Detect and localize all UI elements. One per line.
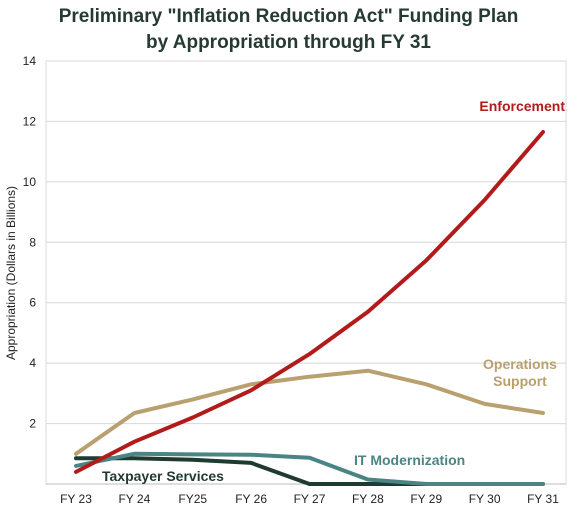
y-tick-label: 10 [23, 175, 37, 189]
series-label-taxpayer-services: Taxpayer Services [102, 468, 224, 484]
series-label-it-modernization: IT Modernization [354, 452, 465, 468]
chart-title: Preliminary "Inflation Reduction Act" Fu… [0, 4, 577, 56]
series-line-operations-support [74, 368, 545, 456]
y-axis-label: Appropriation (Dollars in Billions) [4, 186, 18, 360]
x-tick-label: FY 28 [352, 492, 384, 506]
y-tick-label: 8 [29, 235, 36, 249]
chart-title-line-2: by Appropriation through FY 31 [146, 32, 431, 53]
x-tick-label: FY 23 [60, 492, 92, 506]
series-lines [74, 130, 545, 486]
x-tick-label: FY 30 [469, 492, 501, 506]
x-tick-label: FY 27 [294, 492, 326, 506]
y-tick-label: 2 [29, 417, 36, 431]
x-tick-label: FY 29 [410, 492, 442, 506]
series-label-enforcement: Enforcement [479, 98, 565, 114]
x-tick-label: FY 26 [235, 492, 267, 506]
x-tick-label: FY25 [178, 492, 207, 506]
series-label-operations-support: Operations Support [483, 356, 557, 389]
chart-title-line-1: Preliminary "Inflation Reduction Act" Fu… [58, 6, 519, 27]
x-tick-label: FY 31 [527, 492, 559, 506]
y-tick-label: 14 [23, 54, 37, 68]
y-tick-label: 4 [29, 356, 36, 370]
axes: 2 4 6 8 10 12 14 FY 23 FY 24 FY25 FY 26 FY 27 FY 28 F… [23, 54, 566, 506]
series-labels: Enforcement Operations Support IT Moderniza… [102, 98, 565, 484]
y-tick-label: 12 [23, 114, 37, 128]
y-tick-label: 6 [29, 296, 36, 310]
series-line-enforcement [74, 130, 545, 474]
x-tick-label: FY 24 [118, 492, 150, 506]
series-line-it-modernization [74, 451, 545, 486]
